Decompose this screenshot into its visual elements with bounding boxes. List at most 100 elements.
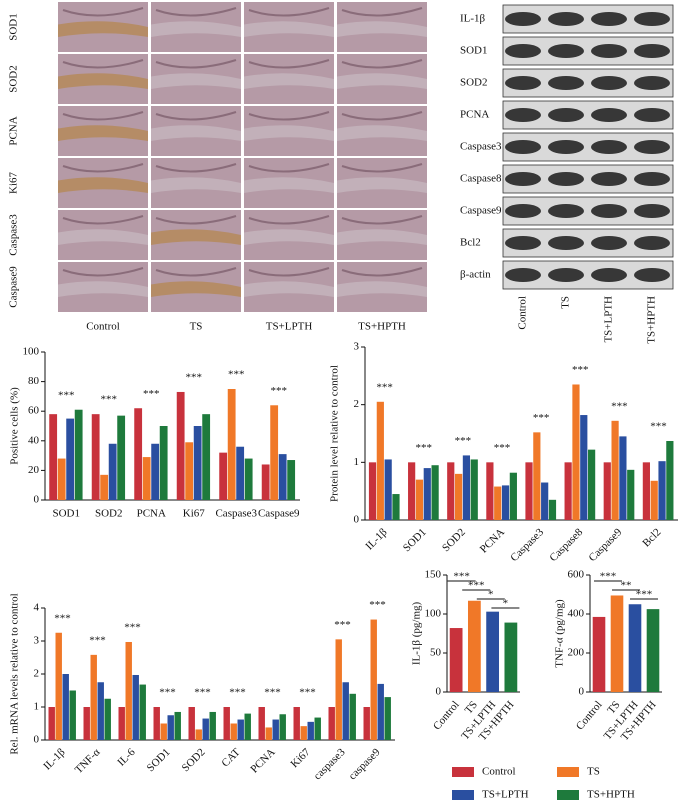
legend-label: TS+HPTH <box>587 789 635 800</box>
significance: * <box>488 589 494 601</box>
bar <box>151 443 160 500</box>
blot-band <box>505 268 541 282</box>
x-tick-label: caspase9 <box>346 746 382 782</box>
fold <box>62 111 144 121</box>
blot-band <box>548 108 584 122</box>
bar <box>90 654 97 740</box>
x-tick-label: caspase3 <box>311 746 347 782</box>
row-label: SOD2 <box>8 65 20 93</box>
blot-band <box>505 44 541 58</box>
bar <box>610 595 624 692</box>
bar <box>525 462 533 520</box>
bar <box>74 409 83 500</box>
tissue-band <box>337 125 427 141</box>
bar <box>287 460 296 500</box>
blot-band <box>634 172 670 186</box>
legend-swatch <box>452 790 474 800</box>
bar <box>646 609 660 692</box>
bar <box>132 674 139 740</box>
bar <box>159 426 168 500</box>
bar <box>69 690 76 740</box>
bar <box>223 707 230 740</box>
blot-label: Bcl2 <box>460 237 481 249</box>
blot-band <box>505 108 541 122</box>
y-tick-label: 600 <box>568 569 585 581</box>
significance: *** <box>101 394 118 406</box>
x-tick-label: IL-1β <box>41 746 68 773</box>
y-tick-label: 100 <box>23 346 40 358</box>
blot-column-label: TS <box>560 296 572 309</box>
x-tick-label: IL-6 <box>115 746 138 769</box>
blot-band <box>548 76 584 90</box>
blot-label: SOD1 <box>460 45 488 57</box>
significance: *** <box>143 388 160 400</box>
significance: *** <box>494 442 511 454</box>
y-axis-label: Rel. mRNA levels relative to control <box>9 593 21 754</box>
bar <box>328 707 335 740</box>
bar <box>62 674 69 740</box>
bar <box>376 401 384 520</box>
blot-band <box>548 12 584 26</box>
tissue-band <box>151 177 241 193</box>
significance: *** <box>89 634 106 646</box>
x-tick-label: Control <box>574 699 605 732</box>
y-tick-label: 50 <box>430 647 442 659</box>
bar <box>244 713 251 740</box>
significance: *** <box>194 687 211 699</box>
bar <box>314 717 321 740</box>
y-tick-label: 4 <box>34 602 40 614</box>
blot-band <box>634 108 670 122</box>
bar <box>619 436 627 520</box>
bar <box>244 458 253 500</box>
tissue-band <box>58 73 148 89</box>
significance: *** <box>415 442 432 454</box>
significance: *** <box>54 612 71 624</box>
bar <box>134 408 143 500</box>
bar <box>509 472 517 520</box>
bar <box>100 474 109 500</box>
x-tick-label: SOD2 <box>180 746 208 774</box>
bar <box>185 442 194 500</box>
x-tick-label: Ki67 <box>183 508 206 520</box>
column-label: TS <box>190 321 203 333</box>
bar <box>611 420 619 520</box>
bar <box>533 432 541 520</box>
bar <box>193 426 202 500</box>
fold <box>155 163 237 173</box>
fold <box>62 267 144 277</box>
blot-label: IL-1β <box>460 13 486 25</box>
significance: *** <box>572 364 589 376</box>
fold <box>155 215 237 225</box>
tissue-band <box>244 281 334 297</box>
bar <box>486 462 494 520</box>
blot-band <box>548 236 584 250</box>
significance: *** <box>186 371 203 383</box>
blot-band <box>634 236 670 250</box>
blot-band <box>548 268 584 282</box>
bar <box>470 459 478 520</box>
row-label: Caspase9 <box>8 266 20 308</box>
significance: *** <box>264 687 281 699</box>
tissue-band <box>58 229 148 245</box>
bar <box>125 641 132 740</box>
tissue-band <box>151 281 241 297</box>
blot-column-label: TS+LPTH <box>603 296 615 343</box>
y-tick-label: 200 <box>568 647 585 659</box>
significance: *** <box>299 687 316 699</box>
x-tick-label: CAT <box>219 746 242 769</box>
bar <box>142 457 151 500</box>
blot-band <box>591 236 627 250</box>
blot-label: PCNA <box>460 109 489 121</box>
blot-band <box>591 172 627 186</box>
bar <box>541 482 549 520</box>
bar <box>494 486 502 520</box>
significance: *** <box>58 389 75 401</box>
blot-band <box>634 268 670 282</box>
fold <box>341 59 423 69</box>
x-tick-label: SOD1 <box>401 526 429 554</box>
fold <box>62 163 144 173</box>
fold <box>341 163 423 173</box>
tissue-band <box>151 21 241 37</box>
tissue-band <box>151 73 241 89</box>
